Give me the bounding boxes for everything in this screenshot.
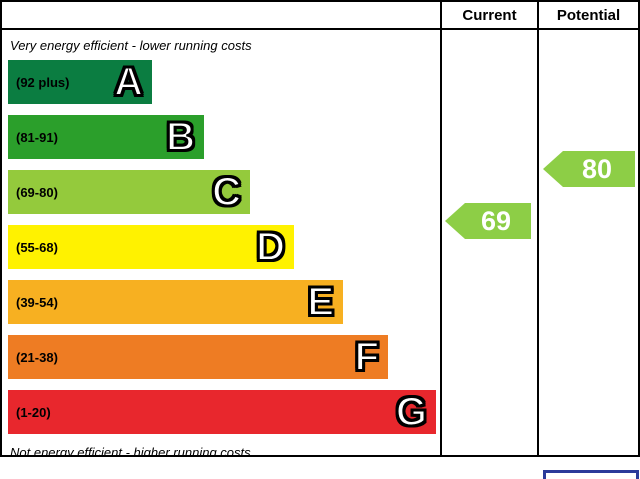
current-column: 69 xyxy=(440,30,537,455)
potential-column-header: Potential xyxy=(537,2,638,28)
band-range-label: (21-38) xyxy=(16,349,58,365)
bands-column: Very energy efficient - lower running co… xyxy=(2,30,440,455)
epc-table: Current Potential Very energy efficient … xyxy=(0,0,640,457)
header-corner-cell xyxy=(2,2,440,28)
band-e: (39-54) E xyxy=(8,279,343,325)
band-range-label: (39-54) xyxy=(16,294,58,310)
potential-column: 80 xyxy=(537,30,638,455)
efficiency-caption-top: Very energy efficient - lower running co… xyxy=(10,38,252,53)
band-letter: F xyxy=(354,334,380,380)
band-range-label: (81-91) xyxy=(16,129,58,145)
band-range-label: (69-80) xyxy=(16,184,58,200)
chart-body: Very energy efficient - lower running co… xyxy=(2,30,638,455)
current-column-header: Current xyxy=(440,2,537,28)
band-letter: E xyxy=(306,279,335,325)
band-letter: D xyxy=(255,224,286,270)
potential-rating-arrow: 80 xyxy=(543,151,635,187)
band-range-label: (55-68) xyxy=(16,239,58,255)
band-range-label: (1-20) xyxy=(16,404,51,420)
eu-directive-box-partial xyxy=(543,470,639,479)
band-letter: C xyxy=(211,169,242,215)
band-letter: A xyxy=(113,59,144,105)
band-f: (21-38) F xyxy=(8,334,388,380)
band-a: (92 plus) A xyxy=(8,59,152,105)
band-letter: G xyxy=(395,389,428,435)
current-rating-arrow: 69 xyxy=(445,203,531,239)
band-b: (81-91) B xyxy=(8,114,204,160)
band-d: (55-68) D xyxy=(8,224,294,270)
efficiency-caption-bottom: Not energy efficient - higher running co… xyxy=(10,445,251,455)
current-rating-value: 69 xyxy=(480,206,512,236)
potential-rating-value: 80 xyxy=(581,154,613,184)
header-row: Current Potential xyxy=(2,2,638,30)
band-c: (69-80) C xyxy=(8,169,250,215)
band-letter: B xyxy=(165,114,196,160)
band-range-label: (92 plus) xyxy=(16,74,70,90)
band-g: (1-20) G xyxy=(8,389,436,435)
